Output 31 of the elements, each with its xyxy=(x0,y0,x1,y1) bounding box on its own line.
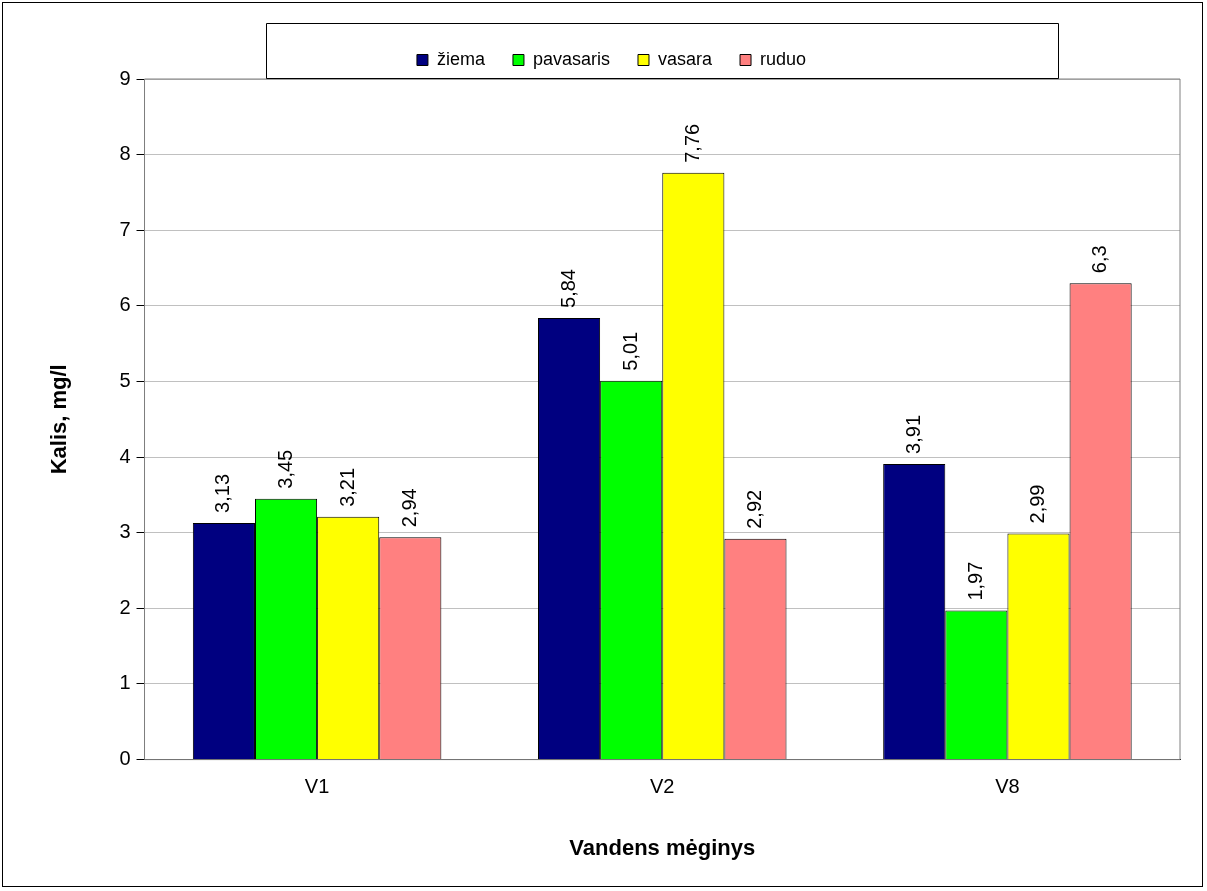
legend-label: ruduo xyxy=(760,48,807,69)
data-label: 7,76 xyxy=(680,123,703,163)
y-tick-label: 8 xyxy=(119,142,131,165)
legend-label: žiema xyxy=(436,48,486,69)
data-label: 6,3 xyxy=(1088,245,1111,274)
y-tick-label: 9 xyxy=(119,66,131,89)
y-tick-label: 4 xyxy=(119,444,131,467)
data-label: 5,01 xyxy=(618,331,641,371)
x-tick-label: V1 xyxy=(304,775,330,798)
legend-label: pavasaris xyxy=(532,48,610,69)
data-label: 3,91 xyxy=(901,414,924,454)
data-label: 2,99 xyxy=(1026,484,1048,524)
y-tick-label: 6 xyxy=(119,293,131,316)
x-tick-label: V2 xyxy=(650,775,675,798)
data-label: 3,21 xyxy=(335,467,358,507)
y-tick-label: 7 xyxy=(119,217,131,240)
data-label: 3,45 xyxy=(273,449,296,489)
legend-label: vasara xyxy=(657,48,714,69)
y-tick-label: 3 xyxy=(119,520,131,543)
y-tick-label: 1 xyxy=(119,671,131,694)
data-label: 2,94 xyxy=(397,488,420,528)
data-label: 5,84 xyxy=(556,269,579,308)
y-tick-label: 2 xyxy=(119,595,131,618)
y-tick-label: 5 xyxy=(119,369,131,391)
x-tick-label: V8 xyxy=(995,775,1020,798)
y-tick-label: 0 xyxy=(119,747,131,770)
x-axis-title: Vandens mėginys xyxy=(569,834,756,860)
data-label: 2,92 xyxy=(742,489,765,529)
data-label: 1,97 xyxy=(963,561,986,601)
y-axis-title: Kalis, mg/l xyxy=(46,364,72,475)
data-label: 3,13 xyxy=(211,473,234,513)
